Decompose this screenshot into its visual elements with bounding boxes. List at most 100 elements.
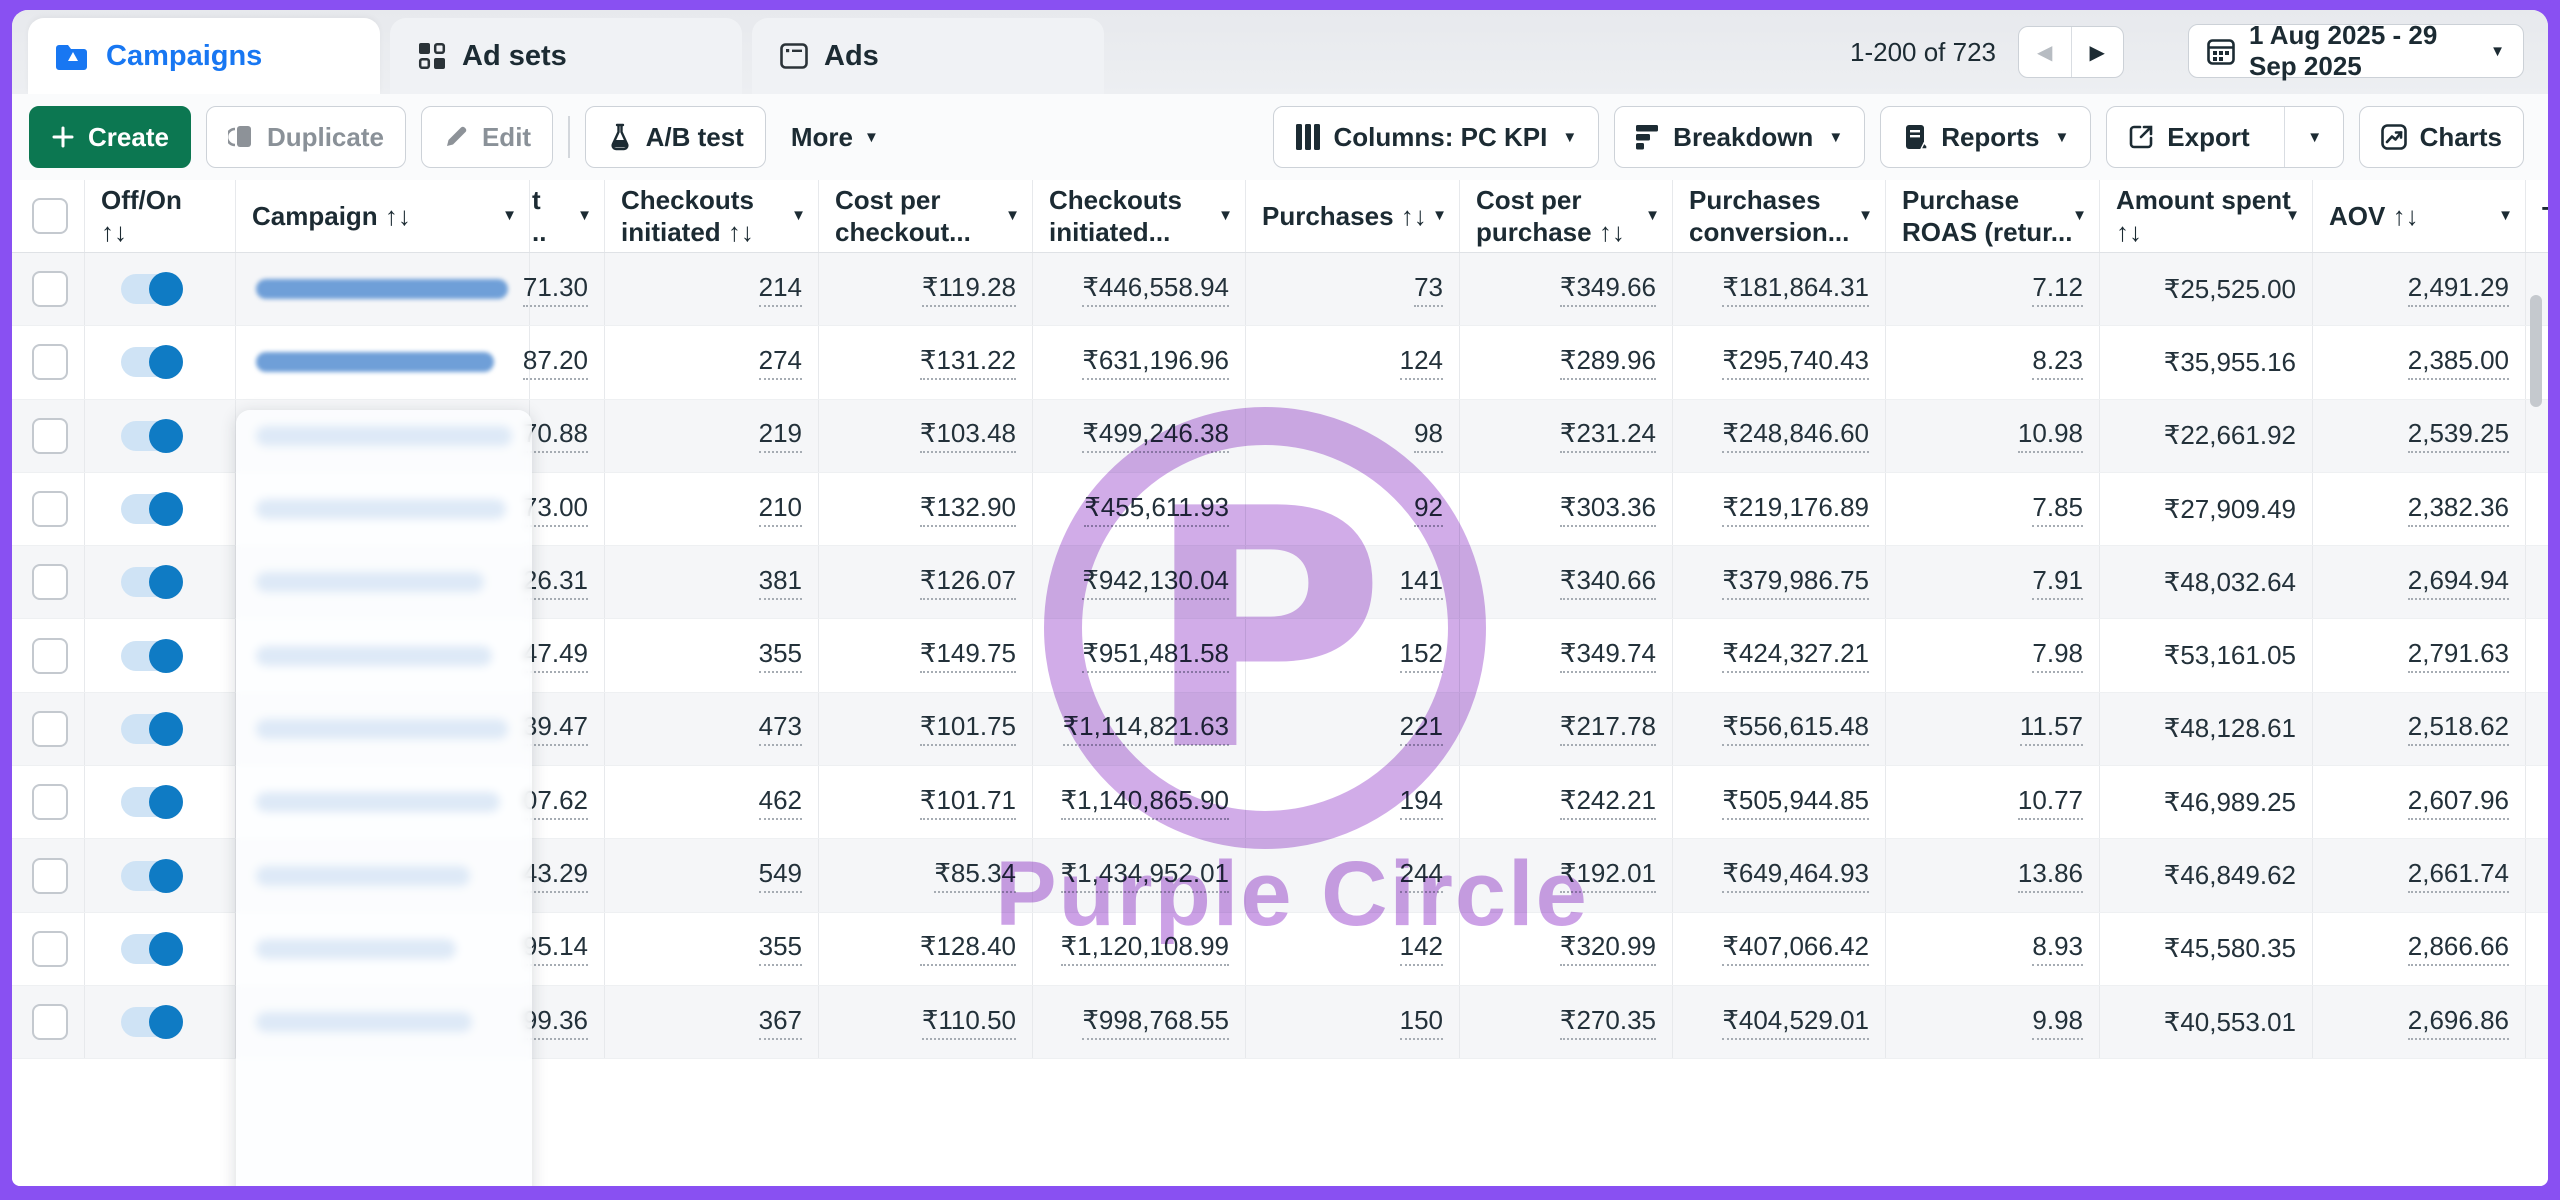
cell-value[interactable]: 7.12 bbox=[2032, 272, 2083, 307]
cell-value[interactable]: ₹181,864.31 bbox=[1722, 272, 1869, 307]
cell-value[interactable]: ₹349.74 bbox=[1559, 638, 1656, 674]
cell-value[interactable]: 2,607.96 bbox=[2407, 785, 2509, 820]
row-checkbox[interactable] bbox=[32, 710, 68, 747]
cell-value[interactable]: 92 bbox=[1414, 492, 1443, 527]
cell-value[interactable]: ₹85.34 bbox=[934, 858, 1016, 894]
cell-value[interactable]: 11.57 bbox=[2019, 711, 2083, 747]
cell-value[interactable]: 70.88 bbox=[522, 418, 588, 454]
cell-value[interactable]: 355 bbox=[758, 931, 802, 967]
cell-value[interactable]: ₹242.21 bbox=[1559, 785, 1656, 820]
cell-value[interactable]: ₹631,196.96 bbox=[1082, 345, 1229, 380]
campaign-on-toggle[interactable] bbox=[121, 638, 183, 673]
cell-value[interactable]: 150 bbox=[1399, 1005, 1443, 1040]
cell-value[interactable]: 98 bbox=[1414, 418, 1443, 454]
cell-value[interactable]: ₹998,768.55 bbox=[1082, 1005, 1229, 1040]
column-menu-caret-icon[interactable]: ▼ bbox=[1432, 207, 1447, 224]
cell-value[interactable]: 274 bbox=[758, 345, 802, 380]
column-header-checkouts[interactable]: Checkouts initiated ↑↓ ▼ bbox=[605, 180, 819, 252]
cell-value[interactable]: ₹424,327.21 bbox=[1722, 638, 1869, 674]
row-checkbox[interactable] bbox=[32, 564, 68, 601]
cell-value[interactable]: ₹219,176.89 bbox=[1722, 492, 1869, 527]
row-checkbox[interactable] bbox=[32, 417, 68, 454]
cell-value[interactable]: 8.23 bbox=[2032, 345, 2083, 380]
tab-campaigns[interactable]: Campaigns bbox=[28, 18, 380, 94]
cell-value[interactable]: 10.77 bbox=[2017, 785, 2083, 820]
campaign-name-cell[interactable] bbox=[236, 253, 530, 326]
cell-value[interactable]: ₹110.50 bbox=[921, 1005, 1016, 1040]
cell-value[interactable]: 10.98 bbox=[2017, 418, 2083, 454]
columns-button[interactable]: Columns: PC KPI ▼ bbox=[1272, 106, 1600, 168]
cell-value[interactable]: ₹1,434,952.01 bbox=[1060, 858, 1229, 894]
reports-button[interactable]: Reports ▼ bbox=[1880, 106, 2092, 168]
cell-value[interactable]: ₹295,740.43 bbox=[1722, 345, 1869, 380]
tab-adsets[interactable]: Ad sets bbox=[390, 18, 742, 94]
column-menu-caret-icon[interactable]: ▼ bbox=[2072, 207, 2087, 224]
cell-value[interactable]: ₹128.40 bbox=[919, 931, 1016, 967]
cell-value[interactable]: ₹101.71 bbox=[919, 785, 1016, 820]
cell-value[interactable]: 26.31 bbox=[522, 565, 588, 600]
cell-value[interactable]: 47.49 bbox=[522, 638, 588, 674]
more-button[interactable]: More ▼ bbox=[790, 121, 879, 152]
column-header-cpp[interactable]: Cost per purchase ↑↓ ▼ bbox=[1460, 180, 1673, 252]
cell-value[interactable]: 2,491.29 bbox=[2407, 272, 2509, 307]
cell-value[interactable]: 152 bbox=[1399, 638, 1443, 674]
cell-value[interactable]: ₹132.90 bbox=[919, 492, 1016, 527]
row-checkbox[interactable] bbox=[32, 1004, 68, 1041]
cell-value[interactable]: ₹248,846.60 bbox=[1722, 418, 1869, 454]
cell-value[interactable]: ₹217.78 bbox=[1559, 711, 1656, 747]
cell-value[interactable]: 8.93 bbox=[2032, 931, 2083, 967]
cell-value[interactable]: ₹103.48 bbox=[919, 418, 1016, 454]
cell-value[interactable]: ₹1,120,108.99 bbox=[1060, 931, 1229, 967]
column-menu-caret-icon[interactable]: ▼ bbox=[1218, 207, 1233, 224]
campaign-on-toggle[interactable] bbox=[121, 858, 183, 893]
cell-value[interactable]: 2,382.36 bbox=[2407, 492, 2509, 527]
cell-value[interactable]: 355 bbox=[758, 638, 802, 674]
cell-value[interactable]: ₹407,066.42 bbox=[1722, 931, 1869, 967]
prev-page-button[interactable]: ◀ bbox=[2019, 27, 2072, 77]
charts-button[interactable]: Charts bbox=[2358, 106, 2524, 168]
cell-value[interactable]: ₹149.75 bbox=[919, 638, 1016, 674]
export-button[interactable]: Export bbox=[2107, 107, 2270, 167]
campaign-on-toggle[interactable] bbox=[121, 785, 183, 820]
cell-value[interactable]: ₹942,130.04 bbox=[1082, 565, 1229, 600]
create-button[interactable]: Create bbox=[29, 106, 191, 168]
cell-value[interactable]: 87.20 bbox=[522, 345, 588, 380]
cell-value[interactable]: 7.85 bbox=[2032, 492, 2083, 527]
row-checkbox[interactable] bbox=[32, 784, 68, 821]
cell-value[interactable]: 9.98 bbox=[2032, 1005, 2083, 1040]
column-header-offon[interactable]: Off/On ↑↓ bbox=[85, 180, 236, 252]
cell-value[interactable]: 2,696.86 bbox=[2407, 1005, 2509, 1040]
cell-value[interactable]: 244 bbox=[1399, 858, 1443, 894]
cell-value[interactable]: ₹101.75 bbox=[919, 711, 1016, 747]
row-checkbox[interactable] bbox=[32, 857, 68, 894]
column-header-purchases[interactable]: Purchases ↑↓ ▼ bbox=[1246, 180, 1460, 252]
column-menu-caret-icon[interactable]: ▼ bbox=[2285, 207, 2300, 224]
cell-value[interactable]: ₹320.99 bbox=[1559, 931, 1656, 967]
cell-value[interactable]: ₹270.35 bbox=[1559, 1005, 1656, 1040]
cell-value[interactable]: ₹119.28 bbox=[921, 272, 1016, 307]
cell-value[interactable]: 99.36 bbox=[522, 1005, 588, 1040]
cell-value[interactable]: 214 bbox=[758, 272, 802, 307]
cell-value[interactable]: ₹649,464.93 bbox=[1722, 858, 1869, 894]
campaign-on-toggle[interactable] bbox=[121, 565, 183, 600]
cell-value[interactable]: ₹131.22 bbox=[919, 345, 1016, 380]
campaign-on-toggle[interactable] bbox=[121, 1005, 183, 1040]
cell-value[interactable]: ₹1,114,821.63 bbox=[1062, 711, 1229, 747]
export-dropdown-button[interactable]: ▼ bbox=[2283, 107, 2343, 167]
cell-value[interactable]: 194 bbox=[1399, 785, 1443, 820]
row-checkbox[interactable] bbox=[32, 491, 68, 528]
row-checkbox[interactable] bbox=[32, 637, 68, 674]
cell-value[interactable]: ₹126.07 bbox=[919, 565, 1016, 600]
duplicate-button[interactable]: Duplicate bbox=[205, 106, 406, 168]
column-header-next[interactable]: T bbox=[2526, 180, 2548, 252]
cell-value[interactable]: ₹303.36 bbox=[1559, 492, 1656, 527]
campaign-on-toggle[interactable] bbox=[121, 418, 183, 453]
cell-value[interactable]: ₹192.01 bbox=[1559, 858, 1656, 894]
cell-value[interactable]: ₹505,944.85 bbox=[1722, 785, 1869, 820]
column-header-cpc[interactable]: Cost per checkout... ▼ bbox=[819, 180, 1033, 252]
cell-value[interactable]: 2,694.94 bbox=[2407, 565, 2509, 600]
column-menu-caret-icon[interactable]: ▼ bbox=[502, 207, 517, 224]
row-checkbox[interactable] bbox=[32, 930, 68, 967]
cell-value[interactable]: ₹1,140,865.90 bbox=[1060, 785, 1229, 820]
column-menu-caret-icon[interactable]: ▼ bbox=[791, 207, 806, 224]
